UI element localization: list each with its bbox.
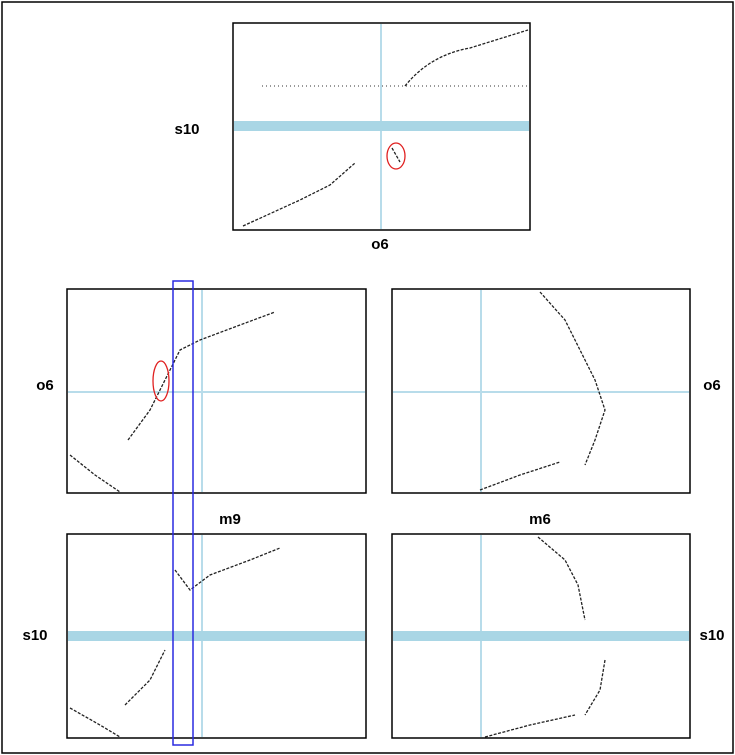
highlight-band [68, 631, 365, 641]
panel-label: s10 [174, 121, 199, 138]
trace [404, 29, 529, 87]
trace [539, 291, 606, 466]
highlight-band [393, 631, 689, 641]
trace [69, 707, 121, 738]
highlight-band [234, 121, 529, 131]
highlight-circle [152, 360, 170, 402]
trace [391, 147, 401, 163]
panel-label: m9 [219, 511, 241, 528]
trace [174, 547, 281, 591]
trace [484, 714, 576, 738]
highlight-circle [386, 142, 406, 170]
panel-label: s10 [22, 627, 47, 644]
trace [242, 162, 356, 227]
panel-label: m6 [529, 511, 551, 528]
panel-label: o6 [703, 377, 721, 394]
bottom-right-panel: s10 [391, 533, 725, 739]
trace [479, 461, 561, 491]
panel-label: o6 [36, 377, 54, 394]
selection-box [172, 280, 194, 746]
middle-right-panel: o6 m6 [391, 288, 721, 528]
trace [127, 311, 276, 441]
trace [69, 454, 121, 493]
panel-label: o6 [371, 236, 389, 253]
middle-left-panel: o6 m9 [36, 288, 367, 528]
bottom-left-panel: s10 [22, 533, 367, 739]
panel-label: s10 [699, 627, 724, 644]
trace [584, 659, 606, 716]
trace [537, 536, 586, 621]
trace [124, 649, 166, 706]
top-panel: s10 o6 [174, 22, 531, 253]
